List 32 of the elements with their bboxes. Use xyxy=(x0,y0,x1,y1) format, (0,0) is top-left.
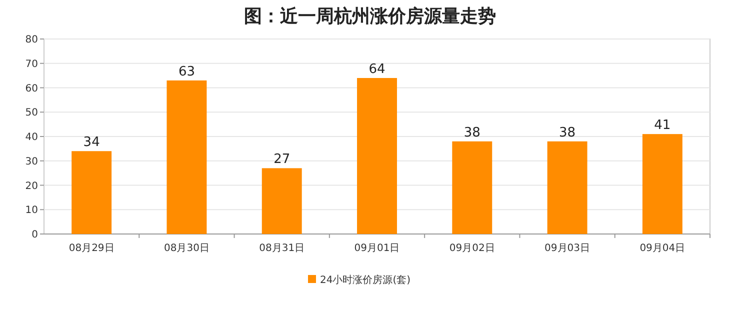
y-tick-label: 50 xyxy=(25,108,38,119)
data-label: 38 xyxy=(464,125,480,140)
bar xyxy=(357,78,397,234)
data-label: 64 xyxy=(368,62,386,77)
y-tick-label: 70 xyxy=(25,58,38,70)
x-tick-label: 09月02日 xyxy=(449,243,495,254)
data-label: 41 xyxy=(654,118,671,134)
chart-title: 图：近一周杭州涨价房源量走势 xyxy=(244,6,496,27)
x-tick-label: 09月04日 xyxy=(640,243,686,254)
bar xyxy=(452,141,492,234)
data-label: 63 xyxy=(178,64,195,80)
bar xyxy=(166,80,207,234)
data-label: 38 xyxy=(559,125,576,140)
bar xyxy=(547,141,588,234)
x-tick-label: 08月31日 xyxy=(259,243,305,254)
bar xyxy=(642,134,682,234)
data-label: 27 xyxy=(274,152,290,168)
bar xyxy=(72,151,112,234)
y-tick-label: 60 xyxy=(25,83,38,94)
y-tick-label: 40 xyxy=(25,132,38,143)
x-tick-label: 08月29日 xyxy=(68,243,114,254)
y-tick-label: 30 xyxy=(25,156,38,168)
y-tick-label: 10 xyxy=(25,205,38,216)
y-tick-label: 80 xyxy=(25,34,38,46)
bar xyxy=(262,168,302,234)
x-tick-label: 08月30日 xyxy=(164,243,210,254)
x-tick-label: 09月01日 xyxy=(354,243,400,254)
y-tick-label: 20 xyxy=(25,180,38,192)
data-label: 34 xyxy=(83,135,100,150)
legend-label: 24小时涨价房源(套) xyxy=(320,274,411,286)
x-tick-label: 09月03日 xyxy=(544,243,590,254)
y-tick-label: 0 xyxy=(32,230,38,240)
